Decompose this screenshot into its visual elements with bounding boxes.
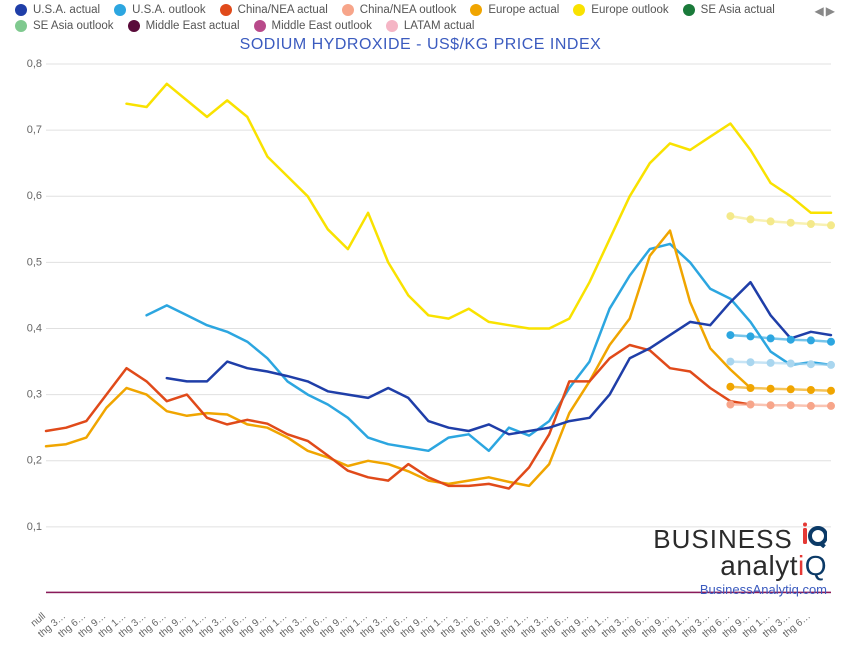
- legend-label: SE Asia outlook: [33, 20, 114, 32]
- legend-swatch: [15, 20, 27, 32]
- svg-text:0,2: 0,2: [27, 455, 42, 467]
- nav-left-icon[interactable]: ◀: [815, 4, 824, 18]
- legend-swatch: [470, 4, 482, 16]
- legend-label: U.S.A. actual: [33, 4, 100, 16]
- legend-item[interactable]: U.S.A. actual: [15, 4, 100, 16]
- nav-arrows: ◀ ▶: [815, 4, 835, 18]
- legend-label: China/NEA actual: [238, 4, 328, 16]
- legend: U.S.A. actual U.S.A. outlook China/NEA act…: [15, 4, 801, 32]
- legend-label: China/NEA outlook: [360, 4, 457, 16]
- legend-swatch: [683, 4, 695, 16]
- nav-right-icon[interactable]: ▶: [826, 4, 835, 18]
- plot-area: 0,10,20,30,40,50,60,70,8nullthg 3…thg 6……: [24, 60, 835, 619]
- legend-item[interactable]: U.S.A. outlook: [114, 4, 206, 16]
- chart-svg: 0,10,20,30,40,50,60,70,8nullthg 3…thg 6……: [24, 60, 835, 619]
- legend-item[interactable]: Europe actual: [470, 4, 559, 16]
- svg-text:0,7: 0,7: [27, 124, 42, 136]
- legend-swatch: [254, 20, 266, 32]
- legend-item[interactable]: China/NEA actual: [220, 4, 328, 16]
- legend-item[interactable]: China/NEA outlook: [342, 4, 457, 16]
- legend-label: Middle East actual: [146, 20, 240, 32]
- chart-title: SODIUM HYDROXIDE - US$/KG PRICE INDEX: [0, 36, 841, 54]
- svg-text:0,6: 0,6: [27, 190, 42, 202]
- legend-label: Europe outlook: [591, 4, 668, 16]
- legend-swatch: [15, 4, 27, 16]
- legend-label: SE Asia actual: [701, 4, 775, 16]
- svg-text:0,5: 0,5: [27, 256, 42, 268]
- legend-swatch: [573, 4, 585, 16]
- legend-item[interactable]: Middle East outlook: [254, 20, 372, 32]
- legend-swatch: [342, 4, 354, 16]
- legend-item[interactable]: SE Asia outlook: [15, 20, 114, 32]
- legend-item[interactable]: LATAM actual: [386, 20, 475, 32]
- legend-swatch: [128, 20, 140, 32]
- legend-label: Middle East outlook: [272, 20, 372, 32]
- chart-container: U.S.A. actual U.S.A. outlook China/NEA act…: [0, 0, 841, 657]
- legend-label: LATAM actual: [404, 20, 475, 32]
- svg-text:0,4: 0,4: [27, 322, 42, 334]
- legend-swatch: [386, 20, 398, 32]
- legend-label: Europe actual: [488, 4, 559, 16]
- legend-swatch: [220, 4, 232, 16]
- svg-text:0,3: 0,3: [27, 389, 42, 401]
- legend-swatch: [114, 4, 126, 16]
- svg-text:0,1: 0,1: [27, 521, 42, 533]
- legend-item[interactable]: Middle East actual: [128, 20, 240, 32]
- legend-label: U.S.A. outlook: [132, 4, 206, 16]
- svg-text:0,8: 0,8: [27, 58, 42, 70]
- legend-item[interactable]: Europe outlook: [573, 4, 668, 16]
- legend-item[interactable]: SE Asia actual: [683, 4, 775, 16]
